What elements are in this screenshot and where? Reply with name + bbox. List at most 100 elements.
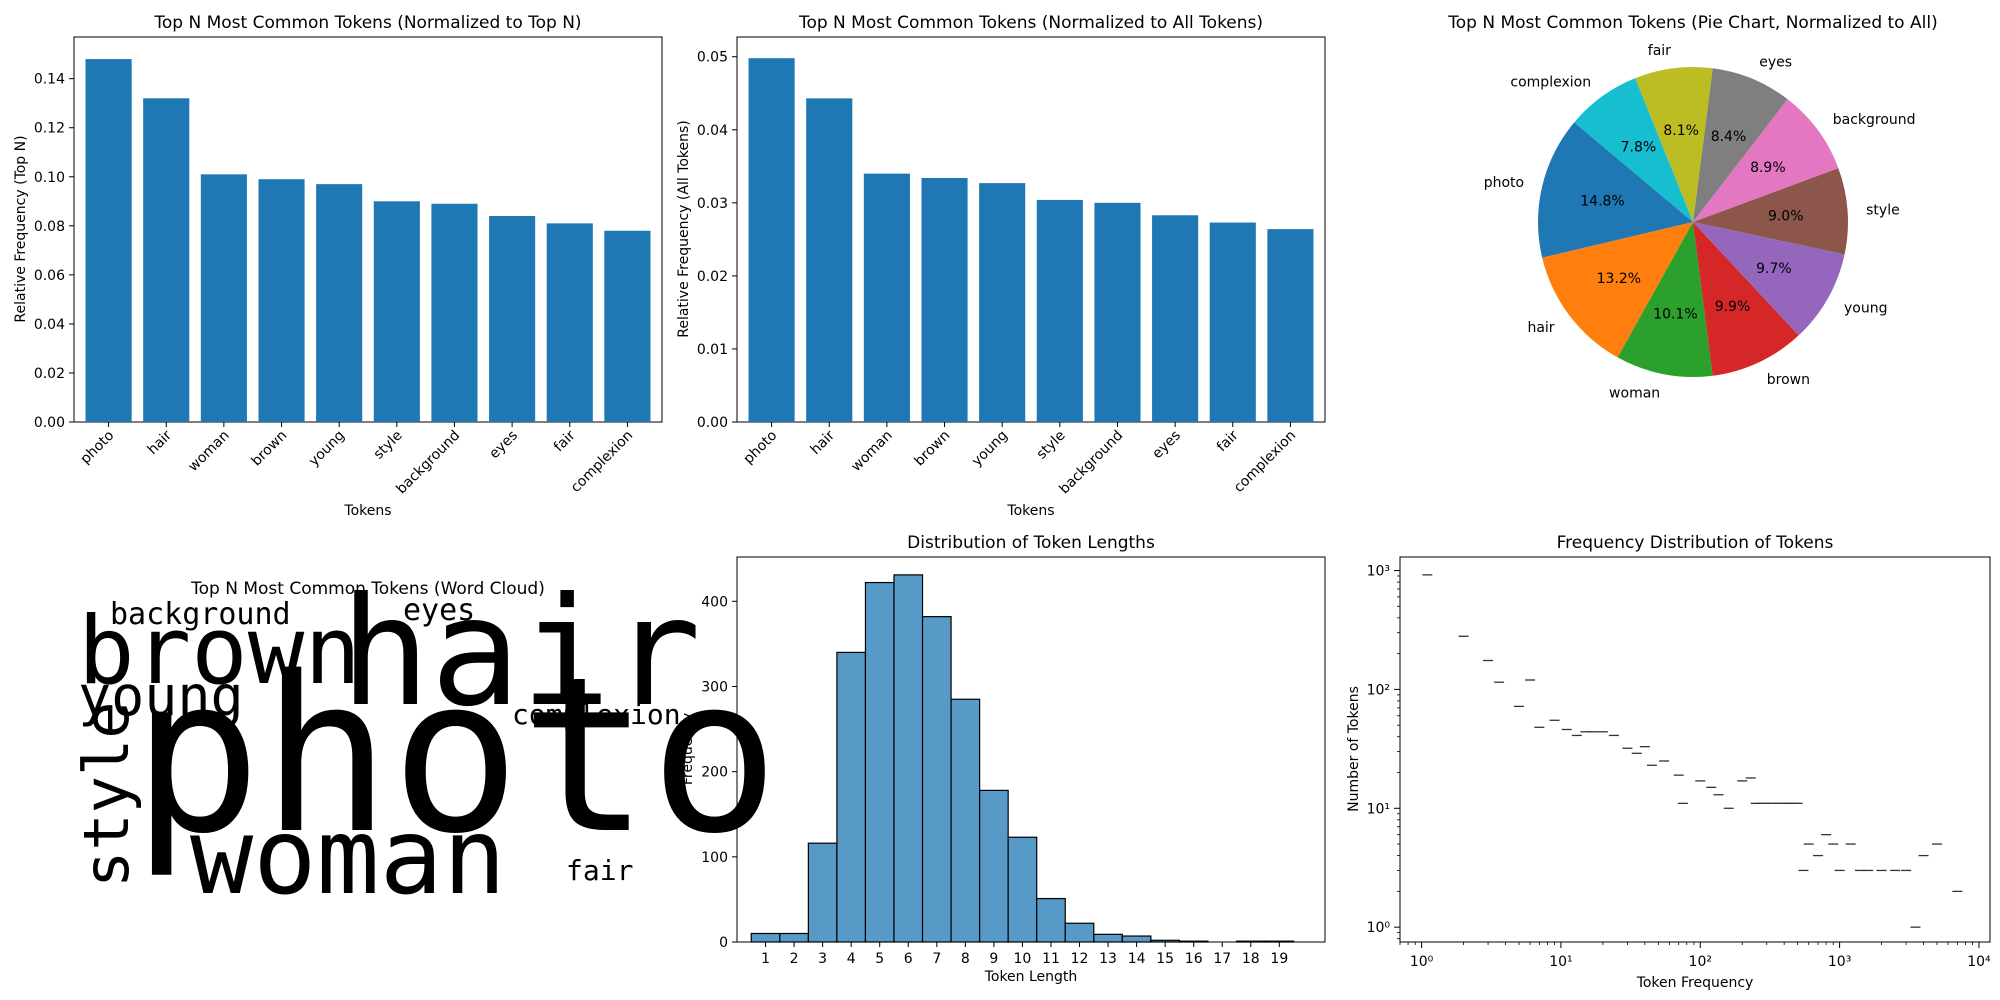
word-cloud: Top N Most Common Tokens (Word Cloud) ph… xyxy=(70,566,779,918)
bar-chart-all-tokens: Top N Most Common Tokens (Normalized to … xyxy=(676,13,1326,519)
x-tick-label: 6 xyxy=(904,951,913,967)
chart-title: Distribution of Token Lengths xyxy=(907,533,1155,553)
histogram-bar-15 xyxy=(1150,939,1181,943)
pie-slice-hair xyxy=(1542,222,1693,358)
y-tick-label: 0.04 xyxy=(34,317,65,333)
x-tick-label: young xyxy=(306,428,348,470)
y-tick-label: 10⁰ xyxy=(1367,920,1391,936)
y-tick-label: 0.03 xyxy=(697,196,728,212)
pie-slice-complexion xyxy=(1574,78,1693,222)
x-axis-label: Tokens xyxy=(1006,503,1054,519)
bar-background xyxy=(431,203,478,422)
pie-slice-eyes xyxy=(1693,68,1788,222)
x-tick-label: style xyxy=(371,428,406,463)
bar-hair xyxy=(143,98,190,423)
bar-complexion xyxy=(1267,229,1314,422)
pie-label: woman xyxy=(1609,385,1660,401)
y-tick-label: 10¹ xyxy=(1367,801,1390,817)
x-tick-label: 8 xyxy=(961,951,970,967)
chart-title: Top N Most Common Tokens (Normalized to … xyxy=(798,13,1263,33)
bar-style xyxy=(373,201,420,422)
histogram-bar-7 xyxy=(921,616,952,943)
bar-young xyxy=(979,183,1026,422)
bar-style xyxy=(1036,199,1083,422)
pie-chart: Top N Most Common Tokens (Pie Chart, Nor… xyxy=(1447,13,1937,401)
pie-label: photo xyxy=(1484,175,1524,191)
word-photo: photo xyxy=(132,630,779,881)
x-tick-label: complexion xyxy=(568,428,636,496)
pie-label: young xyxy=(1844,301,1887,317)
y-tick-label: 0.00 xyxy=(697,415,728,431)
histogram-bar-1 xyxy=(750,932,781,943)
histogram-bar-11 xyxy=(1036,897,1066,943)
x-tick-label: hair xyxy=(145,427,176,458)
histogram-bar-14 xyxy=(1121,935,1152,943)
pie-pct-label: 13.2% xyxy=(1597,271,1641,287)
word-complexion: complexion xyxy=(512,698,681,731)
pie-pct-label: 14.8% xyxy=(1580,194,1624,210)
y-tick-label: 300 xyxy=(701,679,728,695)
x-tick-label: young xyxy=(969,428,1011,470)
histogram-bar-16 xyxy=(1178,940,1209,943)
bar-complexion xyxy=(604,230,651,422)
x-tick-label: fair xyxy=(1214,427,1242,455)
plot-area xyxy=(1399,556,1991,943)
x-tick-label: 10¹ xyxy=(1549,954,1572,970)
bar-woman xyxy=(863,173,910,422)
y-tick-label: 0.00 xyxy=(34,415,65,431)
word-style: style xyxy=(70,701,143,888)
y-tick-label: 0.06 xyxy=(34,268,65,284)
bar-fair xyxy=(1209,222,1256,422)
pie-pct-label: 8.9% xyxy=(1750,160,1786,176)
y-tick-label: 10² xyxy=(1367,682,1390,698)
y-axis-label: Relative Frequency (Top N) xyxy=(13,135,29,322)
pie-slice-photo xyxy=(1538,122,1693,258)
x-tick-label: brown xyxy=(248,428,290,470)
pie-label: fair xyxy=(1648,43,1671,59)
pie-pct-label: 8.4% xyxy=(1711,129,1747,145)
x-tick-label: brown xyxy=(911,428,953,470)
y-tick-label: 0.14 xyxy=(34,72,65,88)
bar-photo xyxy=(85,59,132,422)
x-tick-label: 11 xyxy=(1042,951,1060,967)
pie-slice-background xyxy=(1693,99,1839,222)
chart-title: Frequency Distribution of Tokens xyxy=(1557,533,1834,553)
word-woman: woman xyxy=(190,796,506,918)
histogram-bar-9 xyxy=(979,789,1009,943)
chart-title: Top N Most Common Tokens (Normalized to … xyxy=(153,13,581,33)
pie-pct-label: 8.1% xyxy=(1663,123,1699,139)
x-tick-label: 10 xyxy=(1014,951,1032,967)
pie-slice-style xyxy=(1693,168,1848,255)
x-tick-label: 2 xyxy=(790,951,799,967)
pie-label: eyes xyxy=(1759,55,1792,71)
word-hair: hair xyxy=(340,566,701,740)
bar-brown xyxy=(258,179,305,422)
y-tick-label: 0.02 xyxy=(697,269,728,285)
y-tick-label: 0.05 xyxy=(697,50,728,66)
bar-woman xyxy=(200,174,247,422)
y-tick-label: 0.10 xyxy=(34,170,65,186)
pie-pct-label: 7.8% xyxy=(1621,140,1657,156)
pie-slice-fair xyxy=(1635,67,1713,222)
x-axis-label: Token Frequency xyxy=(1636,975,1754,991)
y-axis-label: Relative Frequency (All Tokens) xyxy=(676,120,692,338)
y-tick-label: 0.08 xyxy=(34,219,65,235)
x-tick-label: complexion xyxy=(1231,428,1299,496)
x-tick-label: hair xyxy=(808,427,839,458)
word-young: young xyxy=(78,664,244,728)
x-tick-label: 17 xyxy=(1213,951,1231,967)
x-tick-label: 3 xyxy=(818,951,827,967)
word-eyes: eyes xyxy=(403,593,475,628)
x-tick-label: 12 xyxy=(1071,951,1089,967)
x-axis-label: Tokens xyxy=(343,503,391,519)
y-tick-label: 100 xyxy=(701,850,728,866)
histogram-bar-12 xyxy=(1064,922,1095,943)
x-tick-label: 5 xyxy=(875,951,884,967)
x-tick-label: 14 xyxy=(1128,951,1146,967)
bar-young xyxy=(316,184,363,422)
bar-fair xyxy=(546,223,593,422)
y-tick-label: 10³ xyxy=(1367,564,1390,580)
x-tick-label: style xyxy=(1034,428,1069,463)
word-fair: fair xyxy=(566,854,633,887)
